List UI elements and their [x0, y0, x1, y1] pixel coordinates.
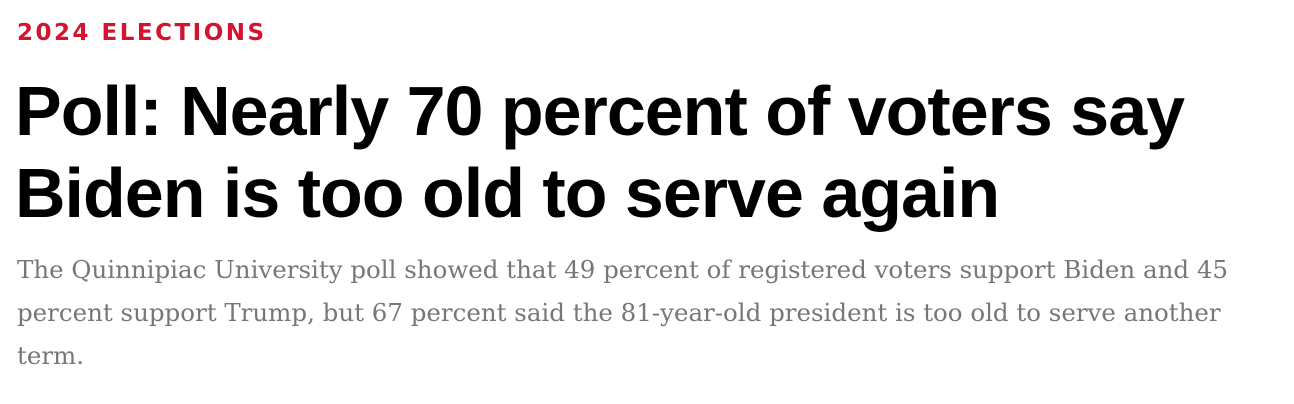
article-headline: Poll: Nearly 70 percent of voters say Bi…	[15, 72, 1185, 232]
article-dek: The Quinnipiac University poll showed th…	[17, 255, 1229, 370]
section-kicker-link[interactable]: 2024 ELECTIONS	[17, 20, 267, 46]
